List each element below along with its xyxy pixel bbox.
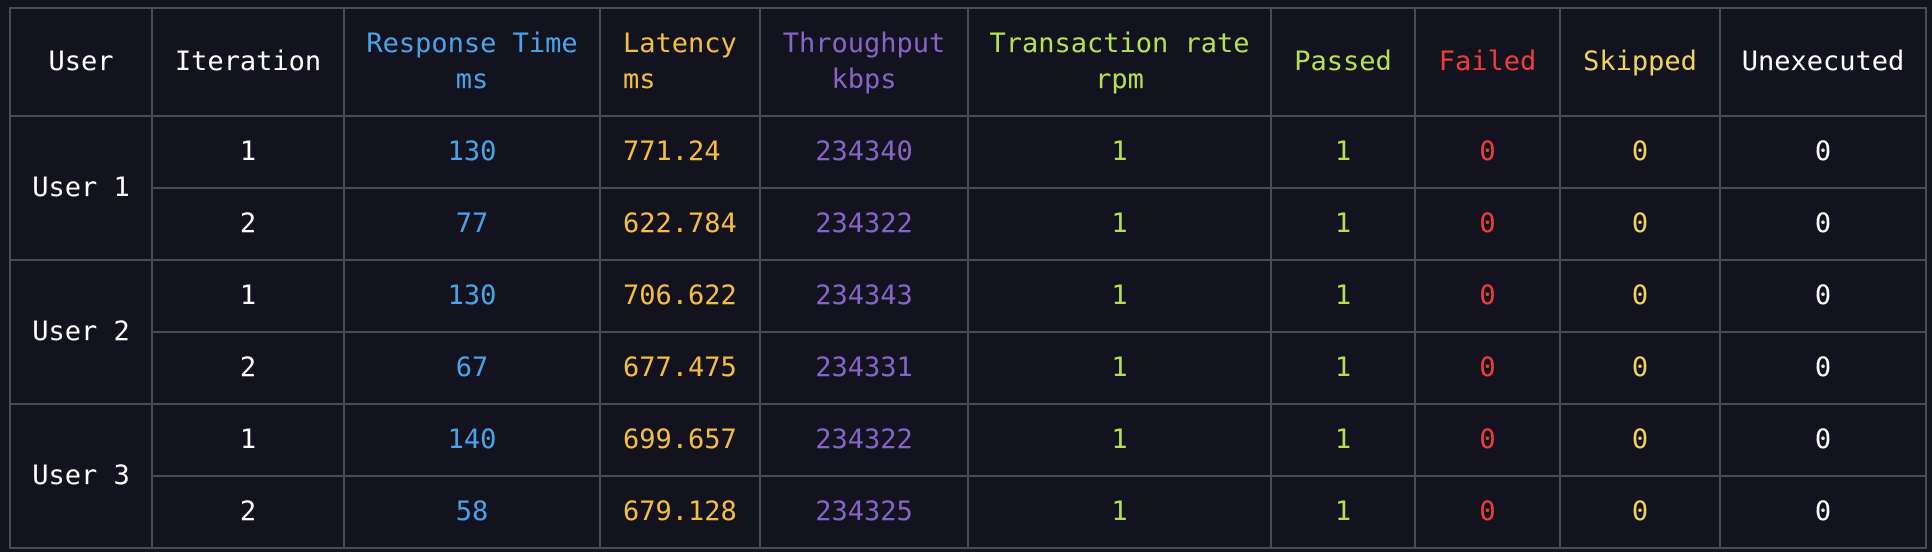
passed-cell: 1 [1270,187,1416,261]
response-time-cell: 67 [343,331,601,405]
latency-cell: 699.657 [599,403,761,477]
throughput-cell: 234325 [759,475,969,549]
throughput-cell: 234343 [759,259,969,333]
iteration-cell: 2 [151,475,345,549]
unexecuted-cell: 0 [1719,115,1927,189]
table-row: User 3 1 140 699.657 234322 1 1 0 0 0 [9,403,1927,549]
header-iteration: Iteration [151,7,345,117]
passed-cell: 1 [1270,115,1416,189]
header-throughput-unit: kbps [831,64,897,95]
iteration-cell: 1 [151,259,345,333]
skipped-cell: 0 [1559,187,1721,261]
transaction-rate-cell: 1 [967,259,1272,333]
throughput-cell: 234340 [759,115,969,189]
header-transaction-rate: Transaction rate rpm [967,7,1272,117]
header-row: User Iteration Response Time ms Latency … [9,7,1927,117]
header-failed: Failed [1414,7,1561,117]
iteration-cell: 2 [151,331,345,405]
latency-cell: 771.24 [599,115,761,189]
transaction-rate-cell: 1 [967,331,1272,405]
header-latency: Latency ms [599,7,761,117]
throughput-cell: 234322 [759,187,969,261]
skipped-cell: 0 [1559,475,1721,549]
failed-cell: 0 [1414,187,1561,261]
table-row: 2 58 679.128 234325 1 1 0 0 0 [10,475,1927,549]
response-time-cell: 77 [343,187,601,261]
user-cell: User 1 [9,115,153,261]
latency-cell: 677.475 [599,331,761,405]
results-table: User Iteration Response Time ms Latency … [9,7,1927,549]
failed-cell: 0 [1414,475,1561,549]
header-response-time-label: Response Time [366,28,578,59]
unexecuted-cell: 0 [1719,259,1927,333]
header-throughput: Throughput kbps [759,7,969,117]
throughput-cell: 234322 [759,403,969,477]
header-user: User [9,7,153,117]
header-transaction-rate-label: Transaction rate [989,28,1250,59]
header-skipped: Skipped [1559,7,1721,117]
throughput-cell: 234331 [759,331,969,405]
passed-cell: 1 [1270,331,1416,405]
unexecuted-cell: 0 [1719,331,1927,405]
skipped-cell: 0 [1559,403,1721,477]
header-response-time: Response Time ms [343,7,601,117]
header-passed: Passed [1270,7,1416,117]
latency-cell: 679.128 [599,475,761,549]
user-cell: User 2 [9,259,153,405]
user-cell: User 3 [9,403,153,549]
table-row: User 2 1 130 706.622 234343 1 1 0 0 0 [9,259,1927,405]
skipped-cell: 0 [1559,259,1721,333]
transaction-rate-cell: 1 [967,115,1272,189]
header-throughput-label: Throughput [782,28,946,59]
passed-cell: 1 [1270,403,1416,477]
transaction-rate-cell: 1 [967,475,1272,549]
failed-cell: 0 [1414,115,1561,189]
iteration-cell: 1 [151,115,345,189]
passed-cell: 1 [1270,259,1416,333]
header-latency-label: Latency [623,28,737,59]
response-time-cell: 140 [343,403,601,477]
iteration-cell: 2 [151,187,345,261]
failed-cell: 0 [1414,403,1561,477]
transaction-rate-cell: 1 [967,187,1272,261]
skipped-cell: 0 [1559,331,1721,405]
skipped-cell: 0 [1559,115,1721,189]
latency-cell: 622.784 [599,187,761,261]
table-row: 2 67 677.475 234331 1 1 0 0 0 [10,331,1927,405]
header-latency-unit: ms [623,64,656,95]
failed-cell: 0 [1414,259,1561,333]
iteration-cell: 1 [151,403,345,477]
header-transaction-rate-unit: rpm [1095,64,1144,95]
unexecuted-cell: 0 [1719,403,1927,477]
passed-cell: 1 [1270,475,1416,549]
latency-cell: 706.622 [599,259,761,333]
unexecuted-cell: 0 [1719,187,1927,261]
header-response-time-unit: ms [455,64,489,95]
table-body: User 1 1 130 771.24 234340 1 1 0 0 0 2 7… [9,115,1927,549]
response-time-cell: 130 [343,259,601,333]
header-unexecuted: Unexecuted [1719,7,1927,117]
failed-cell: 0 [1414,331,1561,405]
table-header: User Iteration Response Time ms Latency … [9,7,1927,117]
response-time-cell: 58 [343,475,601,549]
table-row: User 1 1 130 771.24 234340 1 1 0 0 0 [9,115,1927,261]
table-row: 2 77 622.784 234322 1 1 0 0 0 [10,187,1927,261]
unexecuted-cell: 0 [1719,475,1927,549]
response-time-cell: 130 [343,115,601,189]
transaction-rate-cell: 1 [967,403,1272,477]
